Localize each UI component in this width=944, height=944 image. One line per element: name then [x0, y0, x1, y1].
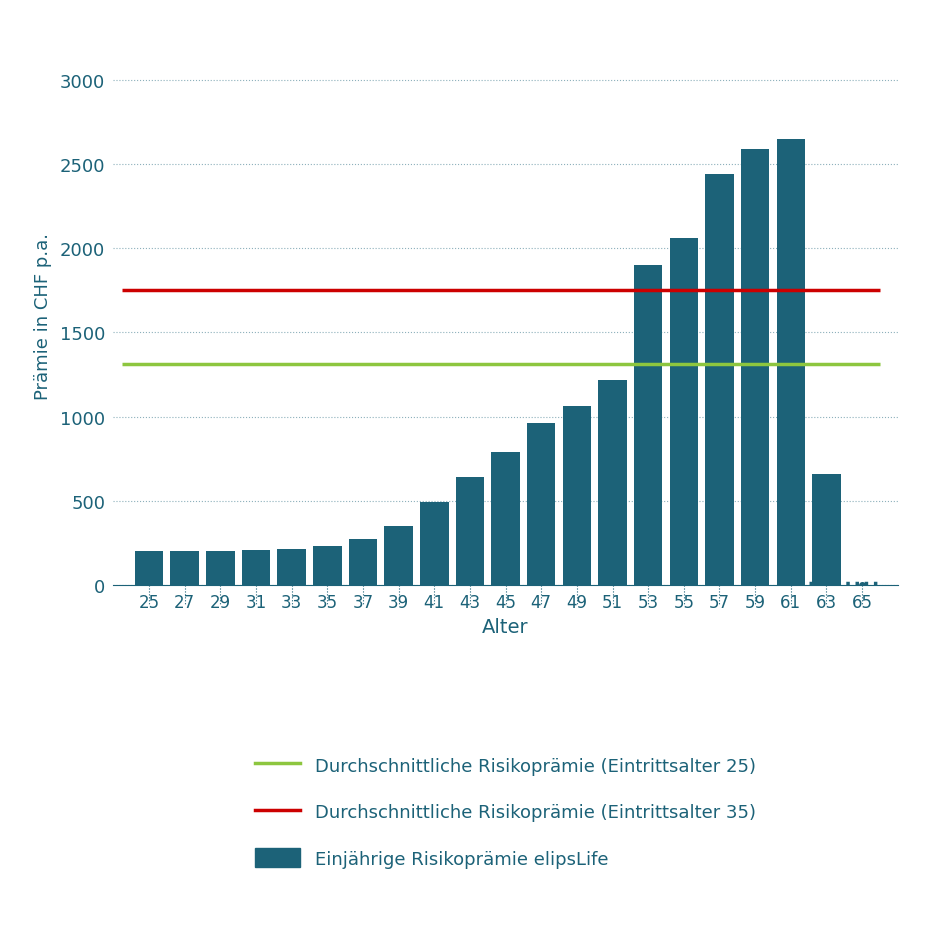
Bar [633, 266, 662, 585]
Bar [170, 551, 199, 585]
Bar [312, 547, 341, 585]
X-axis label: Alter: Alter [481, 617, 529, 636]
Bar [278, 549, 306, 585]
Bar [740, 150, 768, 585]
Y-axis label: Prämie in CHF p.a.: Prämie in CHF p.a. [34, 233, 52, 399]
Bar [242, 550, 270, 585]
Bar [348, 540, 377, 585]
Bar [704, 175, 733, 585]
Bar [419, 503, 448, 585]
Bar [135, 551, 163, 585]
Bar [455, 478, 483, 585]
Bar [776, 140, 804, 585]
Bar [491, 452, 519, 585]
Legend: Durchschnittliche Risikoprämie (Eintrittsalter 25), Durchschnittliche Risikopräm: Durchschnittliche Risikoprämie (Eintritt… [255, 756, 755, 868]
Bar [527, 424, 555, 585]
Bar [669, 239, 698, 585]
Bar [206, 551, 234, 585]
Bar [562, 407, 591, 585]
Bar [811, 474, 840, 585]
Bar [598, 380, 626, 585]
Bar [384, 527, 413, 585]
